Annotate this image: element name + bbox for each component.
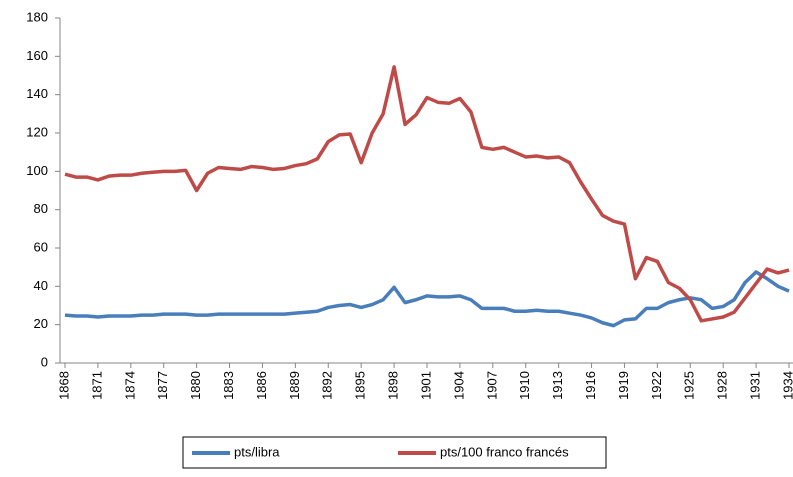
x-tick-label: 1925 <box>682 371 697 400</box>
y-tick-label: 40 <box>34 278 48 293</box>
x-tick-label: 1916 <box>583 371 598 400</box>
x-tick-label: 1883 <box>221 371 236 400</box>
line-series <box>64 65 790 323</box>
y-tick-label: 120 <box>26 124 48 139</box>
x-tick-label: 1928 <box>715 371 730 400</box>
y-tick-label: 100 <box>26 163 48 178</box>
x-tick-label: 1898 <box>386 371 401 400</box>
x-tick-label: 1910 <box>517 371 532 400</box>
x-tick-label: 1934 <box>780 371 793 400</box>
y-tick-label: 60 <box>34 239 48 254</box>
y-tick-label: 80 <box>34 201 48 216</box>
x-tick-label: 1901 <box>418 371 433 400</box>
legend-label: pts/100 franco francés <box>440 444 569 459</box>
x-tick-label: 1895 <box>353 371 368 400</box>
x-tick-label: 1880 <box>188 371 203 400</box>
x-tick-label: 1907 <box>484 371 499 400</box>
x-tick-label: 1892 <box>320 371 335 400</box>
x-tick-label: 1931 <box>748 371 763 400</box>
y-tick-label: 160 <box>26 48 48 63</box>
x-tick-label: 1874 <box>122 371 137 400</box>
legend-box <box>182 436 607 469</box>
legend-label: pts/libra <box>234 444 280 459</box>
x-tick-label: 1886 <box>254 371 269 400</box>
y-tick-label: 20 <box>34 316 48 331</box>
x-tick-label: 1922 <box>649 371 664 400</box>
x-tick-label: 1904 <box>451 371 466 400</box>
y-tick-label: 180 <box>26 9 48 24</box>
x-tick-label: 1919 <box>616 371 631 400</box>
x-tick-label: 1868 <box>56 371 71 400</box>
x-tick-label: 1871 <box>89 371 104 400</box>
line-series <box>64 270 790 328</box>
x-tick-label: 1877 <box>155 371 170 400</box>
y-tick-label: 140 <box>26 86 48 101</box>
x-tick-label: 1913 <box>550 371 565 400</box>
x-tick-label: 1889 <box>287 371 302 400</box>
y-tick-label: 0 <box>41 354 48 369</box>
